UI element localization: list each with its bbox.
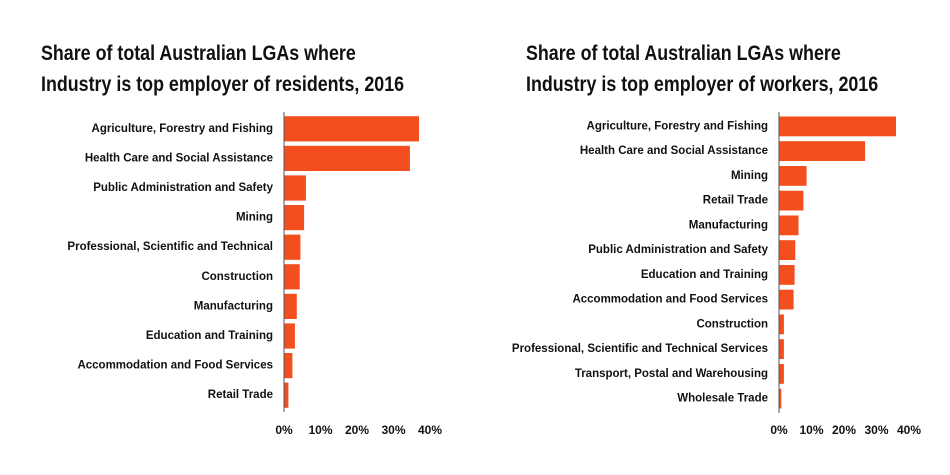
- category-label: Construction: [696, 318, 768, 330]
- chart-title-line-1: Share of total Australian LGAs where: [526, 42, 841, 65]
- bar: [284, 175, 306, 201]
- bar: [284, 382, 289, 408]
- chart-title-line-1: Share of total Australian LGAs where: [41, 42, 356, 65]
- category-label: Health Care and Social Assistance: [85, 152, 273, 164]
- bar: [779, 215, 799, 236]
- category-label: Agriculture, Forestry and Fishing: [92, 123, 273, 135]
- category-label: Mining: [236, 212, 273, 224]
- category-label: Agriculture, Forestry and Fishing: [587, 120, 768, 132]
- bar: [779, 388, 782, 409]
- bar: [779, 289, 794, 310]
- x-tick-label: 20%: [345, 423, 369, 437]
- bar: [284, 264, 300, 290]
- category-label: Professional, Scientific and Technical S…: [512, 343, 768, 355]
- bar: [779, 265, 795, 285]
- category-label: Education and Training: [146, 330, 273, 342]
- bar: [779, 116, 896, 137]
- bar: [284, 205, 305, 231]
- category-label: Mining: [731, 170, 768, 182]
- bar: [284, 116, 419, 142]
- category-label: Manufacturing: [689, 219, 768, 231]
- category-label: Public Administration and Safety: [588, 244, 768, 256]
- residents-chart-panel: Share of total Australian LGAs where Ind…: [41, 38, 442, 437]
- x-tick-label: 0%: [770, 423, 788, 437]
- bar: [779, 240, 796, 260]
- workers-bar-chart: Agriculture, Forestry and Fishing Health …: [512, 112, 921, 437]
- bar: [779, 166, 807, 186]
- x-tick-label: 30%: [381, 423, 405, 437]
- category-label: Accommodation and Food Services: [77, 360, 273, 372]
- category-label: Education and Training: [641, 269, 768, 281]
- category-label: Health Care and Social Assistance: [580, 145, 768, 157]
- chart-title: Share of total Australian LGAs where Ind…: [41, 38, 404, 100]
- category-label: Retail Trade: [703, 195, 768, 207]
- category-label: Accommodation and Food Services: [572, 294, 768, 306]
- bar: [779, 141, 866, 161]
- category-label: Construction: [201, 271, 273, 283]
- bar: [779, 339, 784, 359]
- category-label: Public Administration and Safety: [93, 182, 273, 194]
- category-label: Manufacturing: [194, 300, 273, 312]
- category-label: Wholesale Trade: [677, 393, 768, 405]
- x-tick-label: 10%: [799, 423, 823, 437]
- x-tick-label: 0%: [275, 423, 293, 437]
- bar: [284, 353, 293, 379]
- x-tick-label: 40%: [418, 423, 442, 437]
- bar: [284, 293, 297, 319]
- residents-bar-chart: Agriculture, Forestry and Fishing Health …: [67, 112, 442, 437]
- chart-title-line-2: Industry is top employer of workers, 201…: [526, 73, 879, 96]
- bar: [779, 314, 784, 335]
- category-label: Transport, Postal and Warehousing: [575, 368, 768, 380]
- bar: [779, 364, 784, 384]
- x-tick-label: 40%: [897, 423, 921, 437]
- bar: [284, 323, 295, 349]
- x-tick-label: 30%: [864, 423, 888, 437]
- chart-title-line-2: Industry is top employer of residents, 2…: [41, 73, 405, 96]
- bar: [284, 234, 301, 260]
- category-label: Professional, Scientific and Technical: [67, 241, 273, 253]
- chart-title: Share of total Australian LGAs where Ind…: [526, 38, 878, 100]
- bar: [284, 145, 410, 171]
- bar: [779, 190, 804, 211]
- x-tick-label: 20%: [832, 423, 856, 437]
- x-tick-label: 10%: [308, 423, 332, 437]
- workers-chart-panel: Share of total Australian LGAs where Ind…: [475, 0, 950, 475]
- category-label: Retail Trade: [208, 389, 273, 401]
